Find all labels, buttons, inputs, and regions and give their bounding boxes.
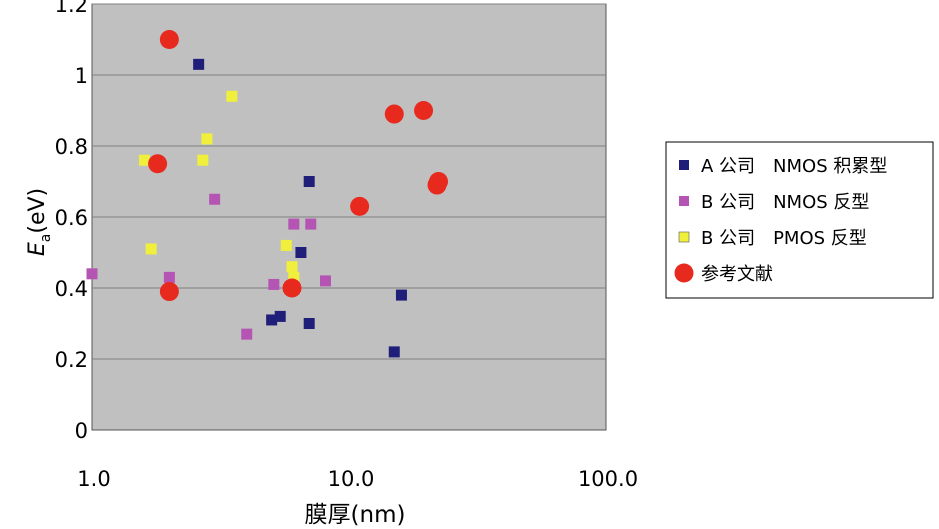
data-point-square xyxy=(286,261,298,273)
legend-label: B 公司 NMOS 反型 xyxy=(701,192,869,213)
data-point-square xyxy=(319,275,331,287)
x-tick-label: 100.0 xyxy=(578,467,638,491)
y-axis-title-sub: a xyxy=(38,234,54,243)
data-point-circle xyxy=(148,154,168,174)
data-point-circle xyxy=(159,282,179,302)
data-point-square xyxy=(303,176,315,187)
data-point-square xyxy=(145,243,157,255)
x-tick-label: 1.0 xyxy=(77,467,110,491)
plot-area xyxy=(91,3,607,431)
data-point-circle xyxy=(159,30,179,49)
data-point-circle xyxy=(429,172,449,191)
data-point-circle xyxy=(282,278,302,298)
x-axis-title: 膜厚(nm) xyxy=(305,502,406,528)
y-axis-title-main: E xyxy=(25,242,50,256)
axes: 0 0.2 0.4 0.6 0.8 1 1.2 1.0 10.0 100.0 xyxy=(55,0,638,491)
legend-box xyxy=(665,141,934,299)
data-point-square xyxy=(305,218,317,230)
data-point-square xyxy=(138,154,150,166)
data-point-square xyxy=(288,218,300,230)
legend-marker-circle xyxy=(674,263,694,283)
legend: A 公司 NMOS 积累型 B 公司 NMOS 反型 B 公司 PMOS 反型参考文… xyxy=(665,141,934,299)
y-tick-label: 0.2 xyxy=(55,348,88,372)
legend-marker-square xyxy=(679,196,689,206)
data-point-square xyxy=(266,314,278,326)
data-point-square xyxy=(197,154,209,166)
y-tick-label: 0.8 xyxy=(55,135,88,159)
y-tick-label: 0.4 xyxy=(55,277,88,301)
data-point-square xyxy=(86,268,98,280)
x-tick-label: 10.0 xyxy=(328,467,375,491)
y-tick-label: 1.2 xyxy=(55,0,88,17)
y-tick-label: 0.6 xyxy=(55,206,88,230)
data-point-square xyxy=(288,271,300,283)
data-point-square xyxy=(226,90,238,102)
y-tick-label: 1 xyxy=(75,64,88,88)
y-axis-title: Ea(eV) xyxy=(25,188,54,256)
data-point-square xyxy=(268,278,280,290)
data-point-square xyxy=(388,346,400,358)
data-point-square xyxy=(193,58,205,70)
legend-marker-square xyxy=(679,160,689,170)
data-point-square xyxy=(209,193,221,205)
legend-label: B 公司 PMOS 反型 xyxy=(701,228,867,249)
legend-marker-square xyxy=(678,231,690,243)
data-point-square xyxy=(303,318,315,329)
data-point-square xyxy=(395,289,407,301)
data-point-circle xyxy=(384,104,404,124)
y-axis-title-tail: (eV) xyxy=(25,188,50,234)
data-point-circle xyxy=(350,196,370,216)
data-point-square xyxy=(201,133,213,145)
legend-label: A 公司 NMOS 积累型 xyxy=(701,156,887,177)
data-point-circle xyxy=(414,101,434,120)
data-point-square xyxy=(163,271,175,283)
y-tick-label: 0 xyxy=(75,419,88,443)
legend-label: 参考文献 xyxy=(701,264,773,285)
data-point-square xyxy=(274,310,286,322)
data-point-square xyxy=(241,328,253,340)
data-points xyxy=(86,30,449,358)
data-point-square xyxy=(295,247,307,258)
data-point-square xyxy=(280,239,292,251)
